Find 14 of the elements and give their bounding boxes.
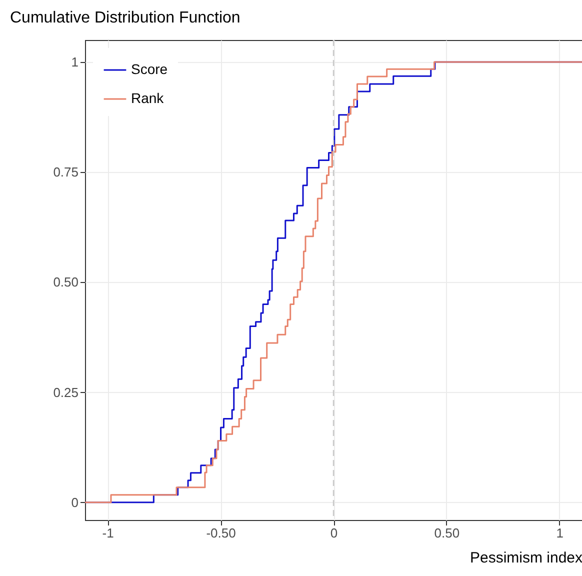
y-tick-label: 0 bbox=[71, 494, 78, 510]
legend-label: Rank bbox=[131, 90, 165, 106]
y-tick-label: 0.50 bbox=[53, 274, 78, 290]
y-tick-label: 1 bbox=[71, 54, 78, 70]
chart-title: Cumulative Distribution Function bbox=[10, 9, 240, 26]
x-tick-label: -1 bbox=[102, 526, 114, 540]
x-tick-label: 1 bbox=[556, 526, 564, 540]
x-axis-title: Pessimism index bbox=[470, 550, 582, 566]
x-tick-label: 0.50 bbox=[434, 526, 460, 540]
x-tick-label: 0 bbox=[330, 526, 338, 540]
y-tick-label: 0.25 bbox=[53, 384, 78, 400]
legend-label: Score bbox=[131, 61, 168, 77]
x-tick-label: -0.50 bbox=[206, 526, 236, 540]
y-tick-label: 0.75 bbox=[53, 164, 78, 180]
